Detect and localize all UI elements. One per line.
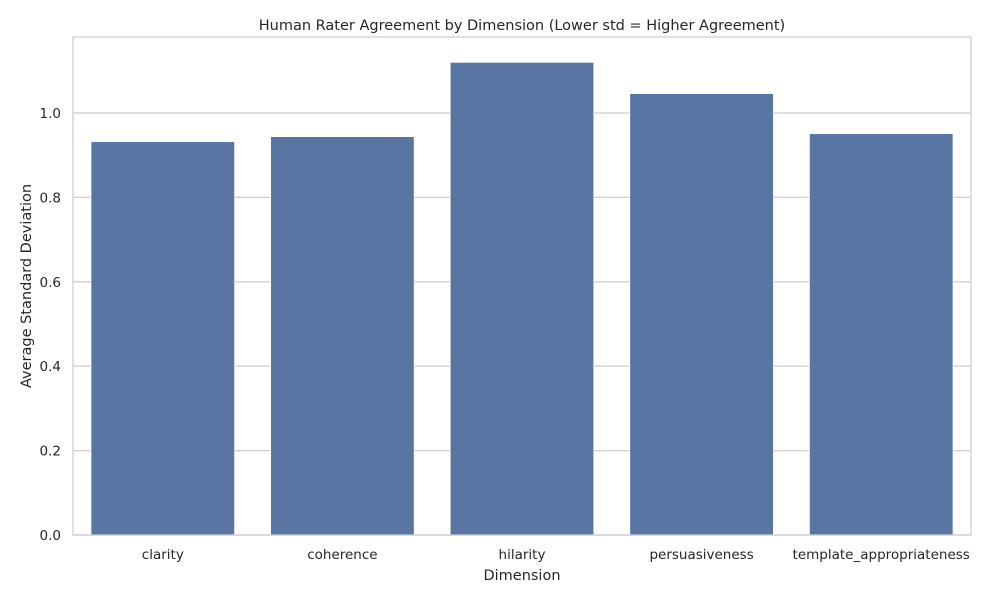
x-tick-labels: clarity coherence hilarity persuasiveness te… (142, 547, 970, 563)
x-tick-label: template_appropriateness (793, 547, 970, 563)
plot-frame (72, 36, 972, 536)
x-axis-label: Dimension (483, 568, 560, 584)
x-tick-label: clarity (142, 547, 184, 563)
y-tick-labels: 0.0 0.2 0.4 0.6 0.8 1.0 (40, 106, 61, 544)
bar-hilarity (449, 61, 595, 536)
y-tick-label: 0.4 (40, 359, 61, 375)
x-tick-label: hilarity (499, 547, 546, 563)
y-tick-label: 1.0 (40, 106, 61, 122)
chart-title: Human Rater Agreement by Dimension (Lowe… (259, 18, 785, 34)
x-tick-label: coherence (307, 547, 377, 563)
y-tick-label: 0.2 (40, 444, 61, 460)
bar-clarity (90, 141, 236, 536)
y-tick-label: 0.8 (40, 190, 61, 206)
x-tick-label: persuasiveness (649, 547, 753, 563)
y-tick-label: 0.0 (40, 528, 61, 544)
bar-persuasiveness (629, 93, 774, 536)
bars-layer (90, 61, 954, 536)
bar-template_appropriateness (808, 133, 954, 536)
y-tick-label: 0.6 (40, 275, 61, 291)
bar-coherence (270, 136, 415, 536)
y-axis-label: Average Standard Deviation (19, 184, 35, 388)
